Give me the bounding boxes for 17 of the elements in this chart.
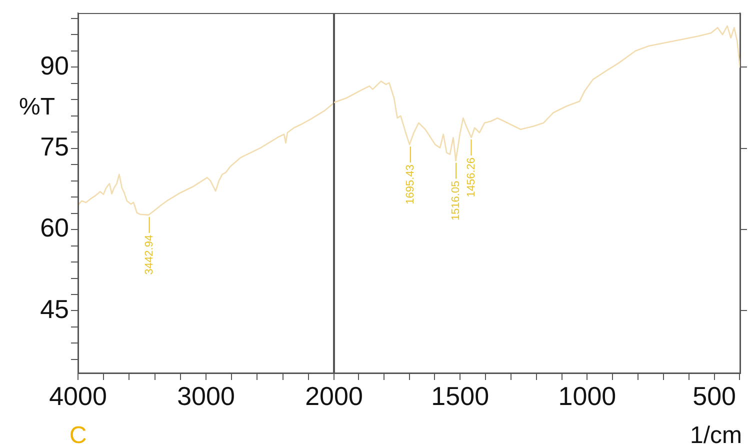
annotation: 1456.26 xyxy=(465,158,478,198)
annotation: 1695.43 xyxy=(404,164,416,204)
x-tick-label: 1500 xyxy=(431,380,490,411)
y-tick-label: 90 xyxy=(40,50,69,80)
x-axis-title: 1/cm xyxy=(690,422,742,447)
x-tick-label: 2000 xyxy=(305,380,363,411)
x-tick-label: 500 xyxy=(692,380,736,411)
x-tick-label: 1000 xyxy=(558,380,616,411)
y-tick-label: 60 xyxy=(40,212,69,243)
text: C xyxy=(69,422,87,447)
x-tick-label: 3000 xyxy=(177,380,235,411)
y-axis-title: %T xyxy=(19,94,56,121)
annotation: 3442.94 xyxy=(143,234,156,275)
y-tick-label: 75 xyxy=(40,132,69,162)
x-tick-label: 4000 xyxy=(49,380,107,411)
annotation: 1516.05 xyxy=(450,180,462,221)
y-tick-label: 45 xyxy=(40,294,69,324)
